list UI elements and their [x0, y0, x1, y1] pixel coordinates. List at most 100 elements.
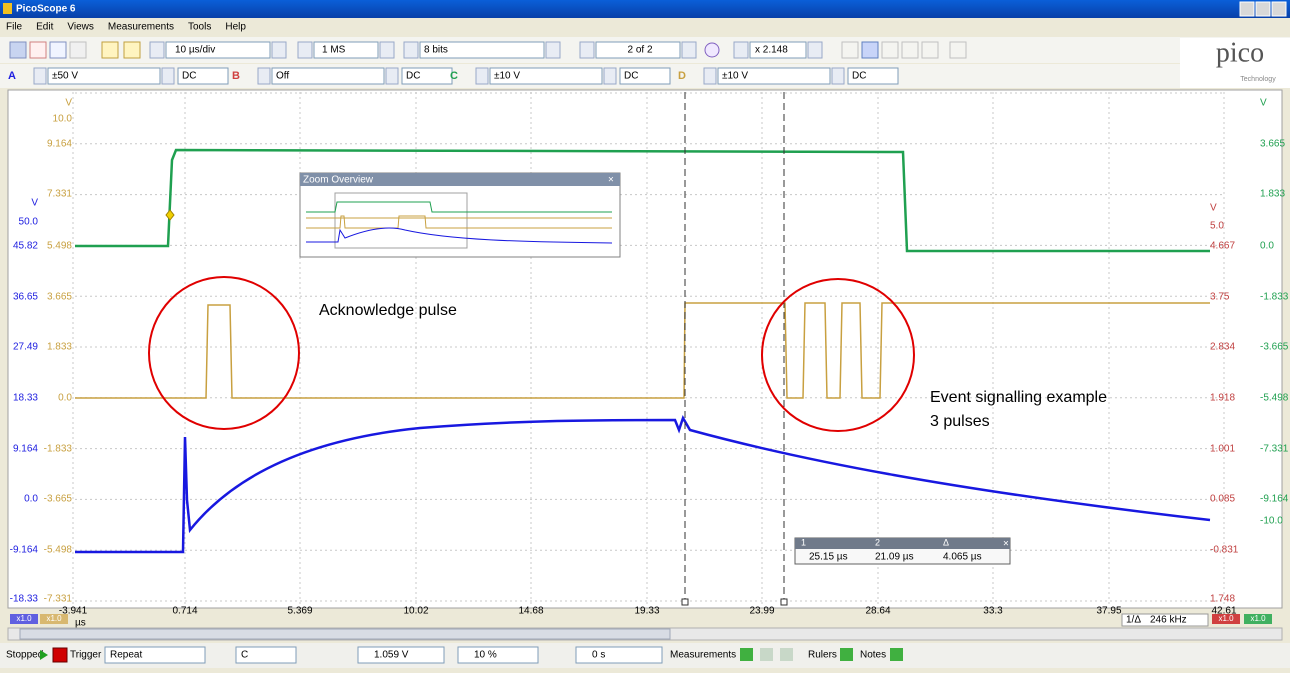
range-select[interactable] — [717, 67, 831, 85]
coupling-select[interactable] — [847, 67, 899, 85]
timebase-select[interactable] — [165, 41, 271, 59]
zoom-overview-viewport[interactable] — [334, 192, 468, 249]
axis-unit: V — [31, 198, 38, 209]
trigger-source-select[interactable] — [235, 646, 297, 664]
menu-item[interactable]: Help — [225, 22, 246, 33]
channel-a-trace — [75, 414, 1211, 554]
samples-up[interactable] — [379, 41, 395, 59]
x-axis-label: 14.68 — [518, 606, 543, 617]
zoom-overview-close[interactable]: × — [608, 175, 614, 186]
x-axis-label: 5.369 — [287, 606, 312, 617]
timebase-up[interactable] — [271, 41, 287, 59]
pretrigger-field[interactable] — [457, 646, 539, 664]
ruler-value: 4.065 µs — [943, 552, 982, 563]
rulers-close[interactable]: × — [1003, 539, 1009, 550]
axis-label: 50.0 — [19, 217, 39, 228]
channel-name[interactable]: D — [678, 70, 686, 82]
range-down[interactable] — [703, 67, 717, 85]
close-button[interactable] — [1271, 1, 1287, 17]
axis-label: -3.665 — [44, 494, 73, 505]
zoom-field[interactable] — [749, 41, 807, 59]
samples-down[interactable] — [297, 41, 313, 59]
channel-d-trace — [75, 148, 1210, 253]
run-state: Stopped — [6, 650, 43, 661]
zoom-overview-window[interactable] — [299, 172, 621, 258]
notes-button[interactable] — [890, 648, 903, 661]
scale-badge[interactable] — [10, 614, 38, 624]
range-select[interactable] — [271, 67, 385, 85]
channel-name[interactable]: A — [8, 70, 16, 82]
edit-measurement[interactable] — [760, 648, 773, 661]
zoom-tool[interactable] — [704, 42, 720, 58]
resolution-up[interactable] — [545, 41, 561, 59]
trigger-marker[interactable] — [165, 209, 175, 221]
channel-name[interactable]: B — [232, 70, 240, 82]
buffer-prev[interactable] — [579, 41, 595, 59]
x-axis-label: 37.95 — [1096, 606, 1121, 617]
threshold-field[interactable] — [357, 646, 445, 664]
resolution-down[interactable] — [403, 41, 419, 59]
grid — [72, 92, 1225, 604]
coupling-select[interactable] — [401, 67, 453, 85]
delay-field[interactable] — [575, 646, 663, 664]
range-up[interactable] — [831, 67, 845, 85]
menu-item[interactable]: Measurements — [108, 22, 174, 33]
range-up[interactable] — [385, 67, 399, 85]
range-down[interactable] — [257, 67, 271, 85]
scale-badge[interactable] — [1244, 614, 1272, 624]
trigger-mode-select[interactable] — [104, 646, 206, 664]
menu-item[interactable]: Edit — [36, 22, 53, 33]
scale-badge-label: x1.0 — [46, 614, 62, 623]
minimize-button[interactable] — [1239, 1, 1255, 17]
ruler-2-handle[interactable] — [780, 598, 788, 606]
delete-measurement[interactable] — [780, 648, 793, 661]
window-title: PicoScope 6 — [16, 4, 76, 15]
x-axis-label: 23.99 — [749, 606, 774, 617]
scale-badge[interactable] — [1212, 614, 1240, 624]
menu-item[interactable]: Views — [67, 22, 94, 33]
axis-label: 10.0 — [53, 114, 73, 125]
maximize-button[interactable] — [1255, 1, 1271, 17]
coupling-select[interactable] — [619, 67, 671, 85]
trigger-label: Trigger — [70, 650, 102, 661]
coupling-select[interactable] — [177, 67, 229, 85]
axis-label: 9.164 — [13, 444, 38, 455]
range-up[interactable] — [161, 67, 175, 85]
buffer-field[interactable] — [595, 41, 681, 59]
channel-name[interactable]: C — [450, 70, 458, 82]
range-select[interactable] — [489, 67, 603, 85]
menu-item[interactable]: File — [6, 22, 23, 33]
range-up[interactable] — [603, 67, 617, 85]
axis-label: 2.834 — [1210, 342, 1235, 353]
channel-coupling: DC — [406, 71, 420, 82]
scale-badge[interactable] — [40, 614, 68, 624]
ruler-value: 21.09 µs — [875, 552, 914, 563]
axis-label: -5.498 — [1260, 393, 1289, 404]
axis-label: 1.833 — [1260, 189, 1285, 200]
start-button[interactable] — [40, 650, 48, 660]
add-measurement[interactable] — [740, 648, 753, 661]
channel-coupling: DC — [624, 71, 638, 82]
range-down[interactable] — [33, 67, 47, 85]
timebase: 10 µs/div — [175, 45, 215, 56]
range-select[interactable] — [47, 67, 161, 85]
zoom-up[interactable] — [807, 41, 823, 59]
samples-select[interactable] — [313, 41, 379, 59]
axis-label: 7.331 — [47, 189, 72, 200]
scale-badge-label: x1.0 — [1218, 614, 1234, 623]
zoom-down[interactable] — [733, 41, 749, 59]
buffer-next[interactable] — [681, 41, 697, 59]
ruler-1-handle[interactable] — [681, 598, 689, 606]
menu-item[interactable]: Tools — [188, 22, 211, 33]
logo-subtitle: Technology — [1240, 76, 1276, 83]
axis-label: -1.833 — [44, 444, 73, 455]
resolution-select[interactable] — [419, 41, 545, 59]
axis-label: -7.331 — [44, 594, 73, 605]
rulers-button[interactable] — [840, 648, 853, 661]
timebase-down[interactable] — [149, 41, 165, 59]
scrollbar-thumb[interactable] — [19, 628, 671, 640]
range-down[interactable] — [475, 67, 489, 85]
stop-button[interactable] — [52, 647, 68, 663]
axis-label: -5.498 — [44, 545, 73, 556]
channel-controls: A ±50 V DC B Off DC C ±10 V DC D ±10 V DC — [8, 67, 899, 85]
